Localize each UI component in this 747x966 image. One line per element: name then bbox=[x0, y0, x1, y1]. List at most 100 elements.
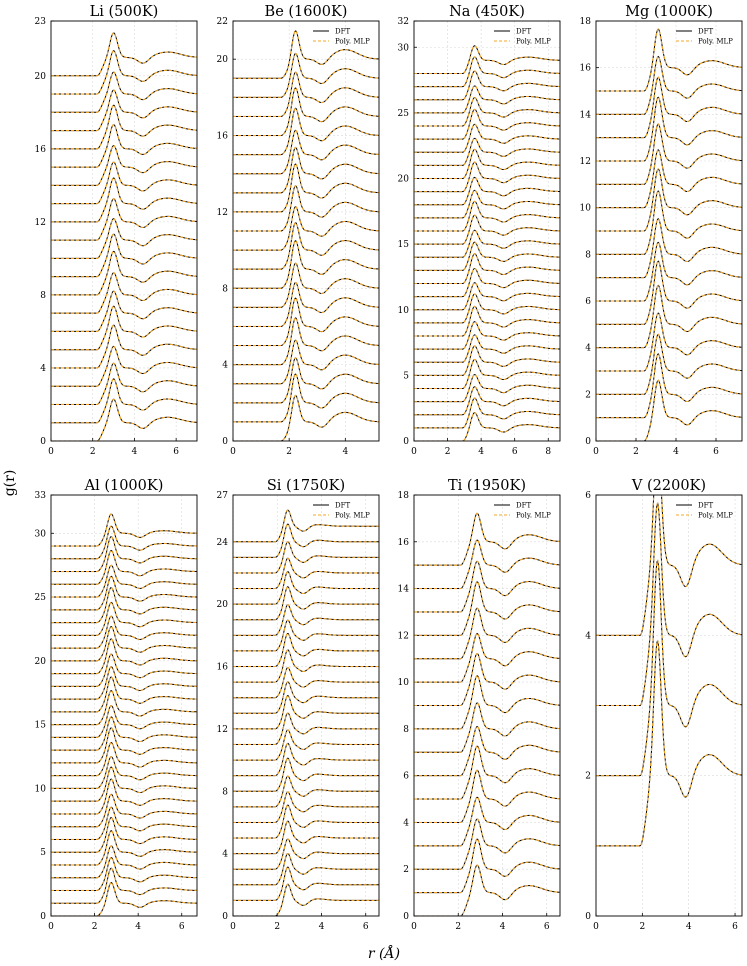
panel-title: Ti (1950K) bbox=[448, 478, 526, 494]
mlp-curve bbox=[414, 607, 560, 660]
dft-curve bbox=[414, 282, 560, 311]
legend-dft-label: DFT bbox=[335, 502, 350, 510]
dft-curve bbox=[414, 85, 560, 114]
dft-curve bbox=[233, 586, 379, 621]
dft-curve bbox=[51, 398, 197, 441]
mlp-curve bbox=[233, 804, 379, 839]
y-tick-label: 8 bbox=[585, 250, 591, 260]
dft-curve bbox=[51, 272, 197, 314]
dft-curve bbox=[414, 189, 560, 219]
mlp-curve bbox=[414, 253, 560, 285]
dft-curve bbox=[596, 495, 742, 636]
mlp-curve bbox=[51, 867, 197, 904]
mlp-curve bbox=[51, 845, 197, 879]
mlp-curve bbox=[414, 769, 560, 823]
mlp-curve bbox=[596, 168, 742, 232]
mlp-curve bbox=[596, 333, 742, 395]
mlp-curve bbox=[51, 89, 197, 132]
dft-curve bbox=[414, 108, 560, 140]
dft-curve bbox=[51, 32, 197, 77]
mlp-curve bbox=[414, 108, 560, 140]
mlp-curve bbox=[51, 756, 197, 789]
curve-group bbox=[414, 45, 560, 441]
mlp-curve bbox=[414, 321, 560, 350]
y-tick-label: 14 bbox=[398, 585, 410, 595]
dft-curve bbox=[596, 55, 742, 115]
mlp-curve bbox=[414, 702, 560, 753]
y-tick-label: 23 bbox=[35, 17, 47, 27]
dft-curve bbox=[51, 89, 197, 132]
panel-title: Be (1600K) bbox=[265, 4, 348, 20]
panel-frame bbox=[50, 20, 198, 442]
panel-8: 0 2 4 6 0 2 4 6 V (2200K) DFT Poly. MLP bbox=[585, 478, 743, 932]
mlp-curve bbox=[51, 830, 197, 866]
mlp-curve bbox=[51, 881, 197, 916]
dft-curve bbox=[51, 362, 197, 405]
dft-curve bbox=[233, 339, 379, 385]
dft-curve bbox=[414, 358, 560, 389]
x-tick-label: 0 bbox=[593, 922, 599, 932]
dft-curve bbox=[596, 241, 742, 302]
dft-curve bbox=[596, 149, 742, 209]
dft-curve bbox=[51, 198, 197, 241]
y-tick-label: 16 bbox=[217, 132, 229, 142]
y-tick-label: 6 bbox=[585, 491, 591, 501]
mlp-curve bbox=[233, 541, 379, 574]
dft-curve bbox=[51, 71, 197, 113]
y-tick-label: 0 bbox=[585, 912, 591, 922]
curve-group bbox=[233, 509, 379, 916]
panel-4: 0 2 4 6 0 2 4 6 8 10 12 14 16 18 Mg (1000K) DFT Poly. ML… bbox=[580, 4, 743, 457]
y-tick-label: 27 bbox=[217, 491, 229, 501]
dft-curve bbox=[51, 727, 197, 764]
mlp-curve bbox=[233, 373, 379, 423]
x-tick-label: 6 bbox=[363, 922, 369, 932]
dft-curve bbox=[233, 571, 379, 605]
legend-mlp-label: Poly. MLP bbox=[335, 38, 370, 46]
dft-curve bbox=[51, 161, 197, 205]
mlp-curve bbox=[414, 267, 560, 298]
mlp-curve bbox=[51, 398, 197, 441]
dft-curve bbox=[51, 816, 197, 853]
mlp-curve bbox=[51, 145, 197, 186]
x-axis-label: r (Å) bbox=[368, 944, 400, 962]
dft-curve bbox=[596, 312, 742, 372]
mlp-curve bbox=[414, 45, 560, 75]
dft-curve bbox=[414, 397, 560, 429]
mlp-curve bbox=[51, 250, 197, 296]
dft-curve bbox=[233, 317, 379, 366]
legend-mlp-label: Poly. MLP bbox=[698, 38, 733, 46]
dft-curve bbox=[233, 649, 379, 683]
mlp-curve bbox=[414, 358, 560, 390]
mlp-curve bbox=[414, 137, 560, 166]
dft-curve bbox=[51, 830, 197, 866]
y-tick-label: 10 bbox=[398, 306, 410, 316]
mlp-curve bbox=[51, 586, 197, 624]
y-tick-label: 16 bbox=[217, 663, 229, 673]
mlp-curve bbox=[51, 564, 197, 598]
dft-curve bbox=[51, 525, 197, 560]
dft-curve bbox=[233, 804, 379, 839]
mlp-curve bbox=[414, 200, 560, 232]
x-tick-label: 6 bbox=[512, 447, 518, 457]
mlp-curve bbox=[233, 357, 379, 404]
y-tick-label: 0 bbox=[403, 912, 409, 922]
mlp-curve bbox=[414, 412, 560, 441]
dft-curve bbox=[51, 290, 197, 332]
mlp-curve bbox=[51, 615, 197, 649]
y-tick-label: 0 bbox=[40, 912, 46, 922]
y-tick-label: 4 bbox=[585, 344, 591, 354]
legend-dft-label: DFT bbox=[698, 28, 713, 36]
mlp-curve bbox=[51, 690, 197, 726]
mlp-curve bbox=[596, 96, 742, 162]
dft-curve bbox=[414, 200, 560, 232]
dft-curve bbox=[51, 345, 197, 387]
panel-2: 0 2 4 0 4 8 12 16 20 22 Be (1600K) DFT Poly. MLP bbox=[217, 4, 380, 457]
panel-frame bbox=[232, 494, 380, 917]
x-tick-label: 2 bbox=[286, 447, 292, 457]
panel-title: Si (1750K) bbox=[267, 478, 345, 494]
dft-curve bbox=[233, 87, 379, 137]
mlp-curve bbox=[233, 317, 379, 366]
dft-curve bbox=[414, 675, 560, 730]
mlp-curve bbox=[233, 757, 379, 792]
legend-dft-label: DFT bbox=[516, 28, 531, 36]
